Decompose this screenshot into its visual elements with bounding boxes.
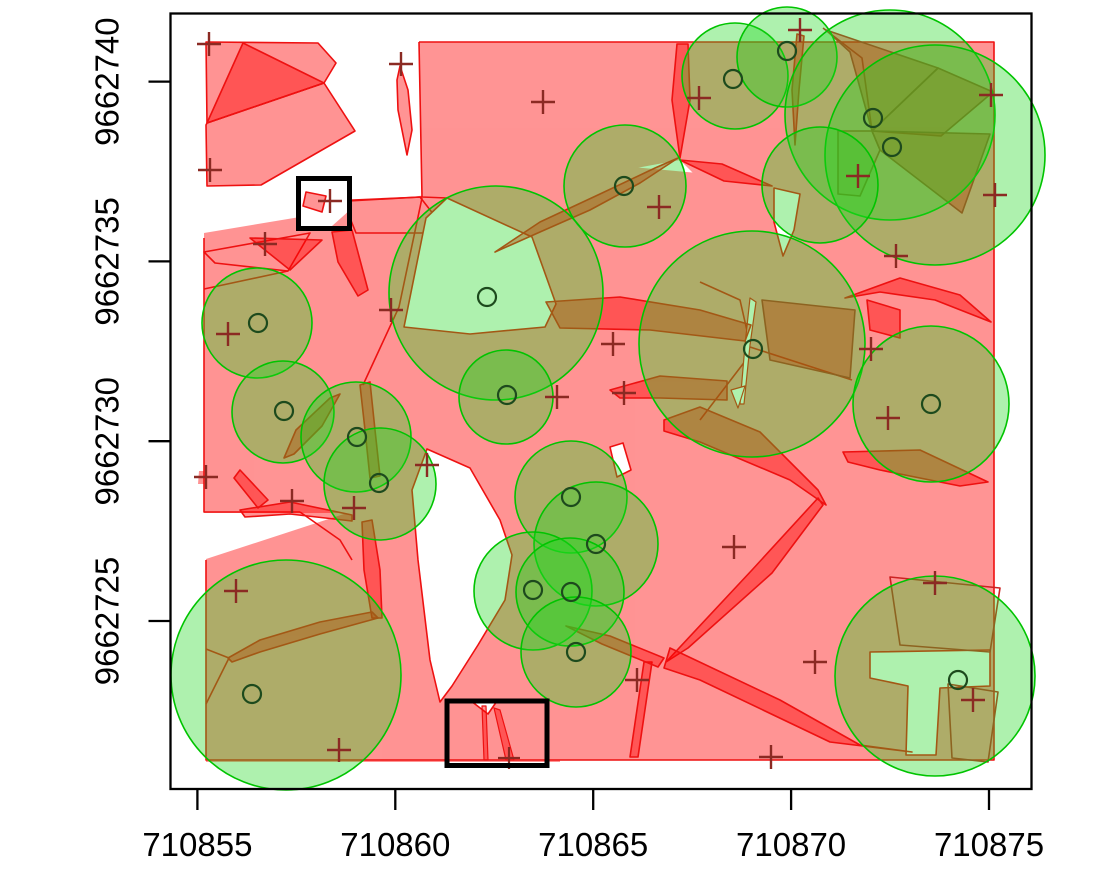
svg-text:9662725: 9662725 [89, 557, 126, 685]
svg-text:710870: 710870 [736, 826, 846, 863]
svg-text:9662735: 9662735 [89, 197, 126, 325]
svg-text:710860: 710860 [340, 826, 450, 863]
svg-text:710855: 710855 [142, 826, 252, 863]
svg-text:710875: 710875 [934, 826, 1044, 863]
svg-text:9662730: 9662730 [89, 377, 126, 505]
svg-text:710865: 710865 [538, 826, 648, 863]
svg-text:9662740: 9662740 [89, 17, 126, 145]
